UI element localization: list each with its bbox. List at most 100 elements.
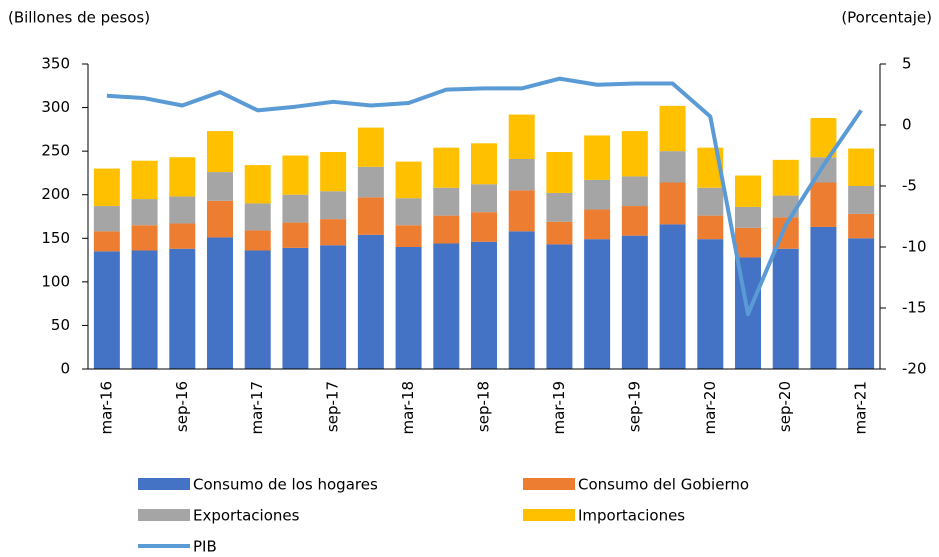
y2-tick-label: -20: [902, 360, 927, 378]
legend-label: PIB: [193, 538, 217, 556]
bar-segment: [584, 135, 611, 180]
x-tick-label: sep-17: [324, 381, 342, 432]
bar-segment: [93, 206, 120, 232]
bar-segment: [546, 244, 573, 369]
legend-swatch: [523, 509, 575, 521]
bar-segment: [131, 250, 158, 369]
bar-segment: [207, 131, 233, 173]
x-tick-label: mar-19: [550, 381, 568, 435]
bar-segment: [735, 175, 761, 207]
y2-tick-label: -10: [902, 238, 927, 256]
x-tick-label: mar-18: [399, 381, 417, 435]
bar-segment: [546, 221, 573, 245]
bar-segment: [282, 222, 309, 248]
bar-segment: [320, 191, 347, 220]
bar-segment: [772, 248, 799, 369]
x-tick-label: sep-18: [475, 381, 493, 432]
y-tick-label: 350: [41, 55, 70, 73]
bar-segment: [621, 206, 648, 236]
bar-segment: [848, 148, 875, 186]
bar-segment: [772, 159, 799, 196]
bar-segment: [508, 114, 535, 159]
legend-swatch: [523, 478, 575, 490]
y-tick-label: 250: [41, 142, 70, 160]
x-tick-label: mar-21: [852, 381, 870, 435]
bar-segment: [735, 227, 761, 258]
bar-segment: [244, 230, 271, 251]
bar-segment: [659, 151, 686, 183]
bar-segment: [282, 247, 309, 369]
bar-segment: [357, 166, 384, 198]
legend-label: Exportaciones: [193, 507, 300, 525]
bar-segment: [471, 241, 497, 369]
y-tick-label: 150: [41, 229, 70, 247]
bar-segment: [810, 226, 837, 369]
bar-segment: [395, 198, 422, 226]
bar-segment: [244, 165, 271, 204]
bar-segment: [584, 179, 611, 210]
bar-segment: [357, 234, 384, 369]
bar-segment: [546, 192, 573, 222]
bar-segment: [207, 200, 233, 238]
x-tick-label: mar-20: [701, 381, 719, 435]
bar-segment: [131, 225, 158, 251]
bar-segment: [848, 238, 875, 369]
bar-segment: [433, 243, 460, 369]
bar-segment: [735, 206, 761, 228]
bar-segment: [395, 161, 422, 199]
bar-segment: [659, 105, 686, 152]
legend-label: Consumo de los hogares: [193, 476, 378, 494]
y2-tick-label: -5: [902, 177, 917, 195]
bar-segment: [207, 237, 233, 369]
bar-segment: [697, 239, 724, 369]
bar-segment: [207, 172, 233, 201]
line-series: [106, 76, 863, 317]
bar-segment: [621, 131, 648, 177]
x-tick-label: mar-16: [97, 381, 115, 435]
y-axis-title: (Billones de pesos): [8, 9, 150, 27]
legend-label: Importaciones: [578, 507, 685, 525]
bar-segment: [659, 224, 686, 369]
x-tick-label: mar-17: [248, 381, 266, 435]
bar-segment: [697, 215, 724, 240]
bar-segment: [93, 231, 120, 252]
bar-segment: [93, 251, 120, 369]
bar-segment: [621, 176, 648, 207]
x-tick-label: sep-19: [625, 381, 643, 432]
bar-segment: [621, 235, 648, 369]
bar-segment: [357, 197, 384, 235]
bar-segment: [697, 187, 724, 216]
bar-segment: [471, 143, 497, 185]
y-tick-label: 200: [41, 185, 70, 203]
bar-segment: [320, 152, 347, 192]
y2-tick-label: -15: [902, 299, 927, 317]
bar-segment: [320, 219, 347, 246]
bar-segment: [433, 215, 460, 244]
bar-segment: [131, 160, 158, 200]
bar-segment: [244, 203, 271, 231]
bar-segment: [508, 190, 535, 232]
bar-segment: [471, 184, 497, 213]
y2-axis-title: (Porcentaje): [841, 9, 932, 27]
bar-segment: [131, 199, 158, 226]
bar-segment: [395, 225, 422, 247]
y2-tick-label: 0: [902, 116, 912, 134]
bar-segment: [584, 239, 611, 369]
bar-segment: [810, 182, 837, 227]
x-tick-label: sep-20: [776, 381, 794, 432]
bar-segment: [169, 248, 196, 369]
bar-segment: [244, 250, 271, 369]
legend-label: Consumo del Gobierno: [578, 476, 749, 494]
bar-segment: [93, 168, 120, 207]
bar-segment: [848, 213, 875, 239]
legend-swatch: [138, 478, 190, 490]
bar-segment: [508, 158, 535, 191]
bar-segment: [848, 186, 875, 214]
bar-segment: [659, 182, 686, 225]
bar-segment: [169, 223, 196, 249]
bar-segment: [395, 247, 422, 369]
bar-segment: [433, 147, 460, 188]
bar-segment: [320, 245, 347, 369]
